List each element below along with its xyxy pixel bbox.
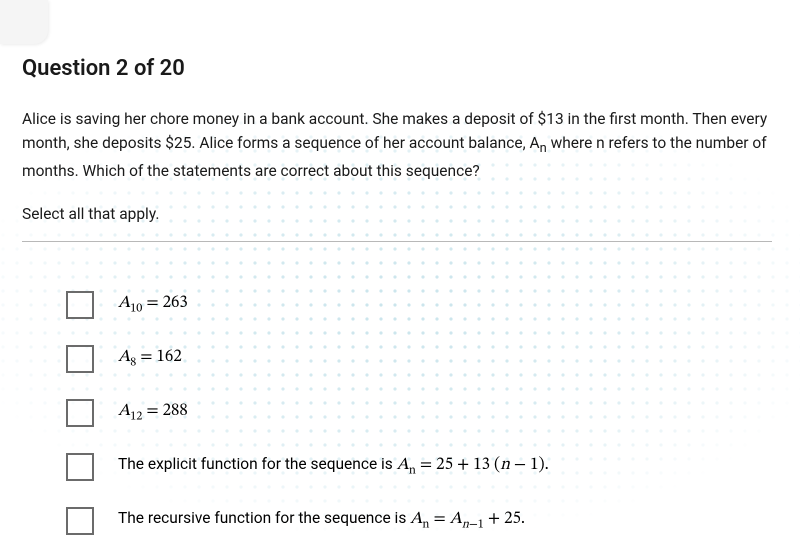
option-row: A12 = 288 [66,398,772,428]
checkbox[interactable] [66,507,94,535]
checkbox[interactable] [66,345,94,373]
option-row: A10 = 263 [66,290,772,320]
option-row: The recursive function for the sequence … [66,506,772,536]
question-body: Alice is saving her chore money in a ban… [22,107,772,183]
question-content: Question 2 of 20 Alice is saving her cho… [0,0,800,536]
option-label: The explicit function for the sequence i… [118,455,549,478]
checkbox[interactable] [66,453,94,481]
option-label: The recursive function for the sequence … [118,509,525,532]
option-row: A8 = 162 [66,344,772,374]
options-list: A10 = 263 A8 = 162 A12 = 288 The explici… [22,290,772,536]
option-label: A8 = 162 [118,347,182,370]
option-label: A10 = 263 [118,293,188,316]
divider [22,241,772,242]
option-row: The explicit function for the sequence i… [66,452,772,482]
checkbox[interactable] [66,399,94,427]
select-instruction: Select all that apply. [22,205,772,223]
option-label: A12 = 288 [118,401,188,424]
checkbox[interactable] [66,291,94,319]
question-title: Question 2 of 20 [22,56,772,81]
